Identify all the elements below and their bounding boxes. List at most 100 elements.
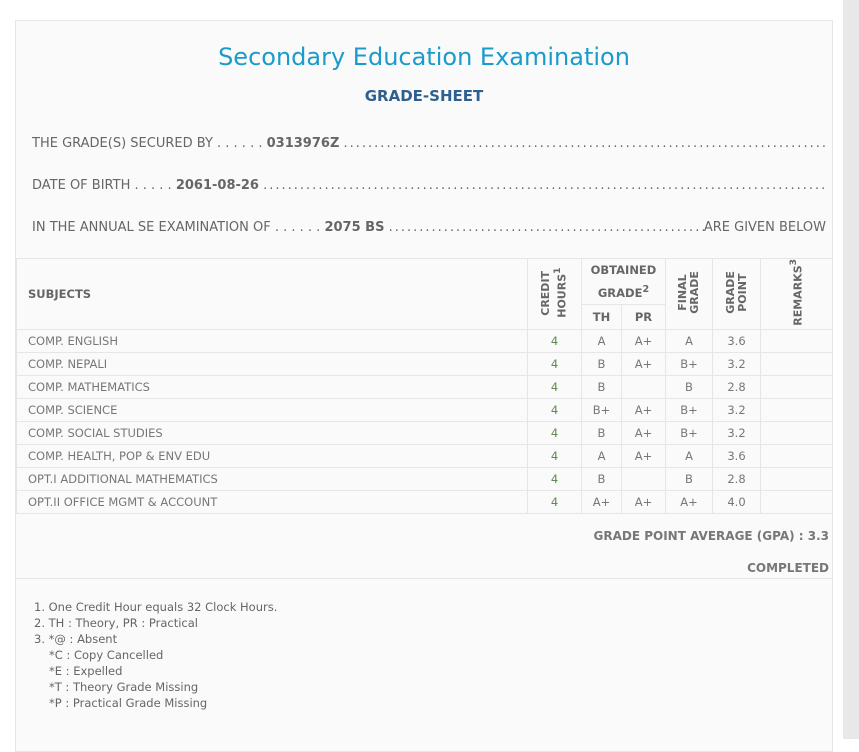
dob-line: DATE OF BIRTH . . . . . 2061-08-26 .....… bbox=[32, 178, 826, 193]
footnotes: 1. One Credit Hour equals 32 Clock Hours… bbox=[34, 599, 277, 711]
pr-cell: A+ bbox=[621, 420, 666, 445]
page-title: Secondary Education Examination bbox=[218, 43, 630, 71]
status: COMPLETED bbox=[747, 561, 829, 575]
table-row: COMP. SCIENCE 4 B+ A+ B+ 3.2 bbox=[16, 397, 833, 422]
dot-leader: ........................................… bbox=[343, 136, 826, 151]
dot-leader: ........................................… bbox=[263, 178, 826, 193]
footnote: 2. TH : Theory, PR : Practical bbox=[34, 616, 198, 630]
credit-cell: 4 bbox=[527, 489, 582, 514]
exam-label: IN THE ANNUAL SE EXAMINATION OF . . . . … bbox=[32, 220, 321, 235]
exam-line: IN THE ANNUAL SE EXAMINATION OF . . . . … bbox=[32, 220, 826, 235]
divider bbox=[16, 578, 832, 579]
exam-year: 2075 BS bbox=[324, 220, 385, 235]
pr-cell bbox=[621, 374, 666, 399]
pr-cell: A+ bbox=[621, 328, 666, 353]
remarks-header: REMARKS3 bbox=[760, 258, 833, 330]
credit-hours-header: CREDIT HOURS1 bbox=[527, 258, 582, 330]
subject-cell: OPT.II OFFICE MGMT & ACCOUNT bbox=[16, 489, 528, 514]
remarks-cell bbox=[760, 420, 833, 445]
remarks-cell bbox=[760, 328, 833, 353]
pr-cell: A+ bbox=[621, 443, 666, 468]
footnote: 1. One Credit Hour equals 32 Clock Hours… bbox=[34, 600, 278, 614]
grade-sheet: Secondary Education Examination GRADE-SH… bbox=[15, 20, 833, 752]
dob-label: DATE OF BIRTH . . . . . bbox=[32, 178, 172, 193]
secured-label: THE GRADE(S) SECURED BY . . . . . . bbox=[32, 136, 263, 151]
footnote: 3. *@ : Absent bbox=[34, 632, 118, 646]
th-cell: A bbox=[581, 443, 622, 468]
remarks-cell bbox=[760, 374, 833, 399]
table-row: COMP. NEPALI 4 B A+ B+ 3.2 bbox=[16, 351, 833, 376]
table-row: COMP. MATHEMATICS 4 B B 2.8 bbox=[16, 374, 833, 399]
footnote: *C : Copy Cancelled bbox=[49, 648, 164, 662]
point-cell: 2.8 bbox=[712, 374, 761, 399]
table-row: COMP. SOCIAL STUDIES 4 B A+ B+ 3.2 bbox=[16, 420, 833, 445]
remarks-cell bbox=[760, 351, 833, 376]
footnote: *T : Theory Grade Missing bbox=[49, 680, 199, 694]
subject-cell: COMP. SOCIAL STUDIES bbox=[16, 420, 528, 445]
pr-cell bbox=[621, 466, 666, 491]
table-row: OPT.I ADDITIONAL MATHEMATICS 4 B B 2.8 bbox=[16, 466, 833, 491]
dot-leader: ........................................… bbox=[388, 220, 704, 235]
th-cell: B bbox=[581, 466, 622, 491]
subjects-header: SUBJECTS bbox=[16, 258, 528, 330]
final-cell: A bbox=[665, 328, 713, 353]
credit-cell: 4 bbox=[527, 466, 582, 491]
remarks-cell bbox=[760, 397, 833, 422]
gpa: GRADE POINT AVERAGE (GPA) : 3.3 bbox=[593, 529, 830, 543]
subject-cell: COMP. NEPALI bbox=[16, 351, 528, 376]
th-header: TH bbox=[581, 304, 622, 330]
grade-point-header: GRADE POINT bbox=[712, 258, 761, 330]
th-cell: B bbox=[581, 374, 622, 399]
final-cell: B bbox=[665, 374, 713, 399]
footnote: *E : Expelled bbox=[49, 664, 123, 678]
remarks-cell bbox=[760, 489, 833, 514]
page-subtitle: GRADE-SHEET bbox=[364, 87, 484, 105]
th-cell: B+ bbox=[581, 397, 622, 422]
subject-cell: COMP. MATHEMATICS bbox=[16, 374, 528, 399]
th-cell: A bbox=[581, 328, 622, 353]
table-row: COMP. ENGLISH 4 A A+ A 3.6 bbox=[16, 328, 833, 353]
remarks-cell bbox=[760, 443, 833, 468]
final-cell: B bbox=[665, 466, 713, 491]
point-cell: 3.6 bbox=[712, 443, 761, 468]
subject-cell: OPT.I ADDITIONAL MATHEMATICS bbox=[16, 466, 528, 491]
final-cell: B+ bbox=[665, 420, 713, 445]
obtained-grade-header: OBTAINED GRADE2 bbox=[581, 257, 666, 306]
footnote: *P : Practical Grade Missing bbox=[49, 696, 208, 710]
final-grade-header: FINAL GRADE bbox=[665, 258, 713, 330]
dob-value: 2061-08-26 bbox=[175, 178, 259, 193]
symbol-number: 0313976Z bbox=[266, 136, 340, 151]
table-row: OPT.II OFFICE MGMT & ACCOUNT 4 A+ A+ A+ 4.0 bbox=[16, 489, 833, 514]
point-cell: 3.2 bbox=[712, 351, 761, 376]
final-cell: B+ bbox=[665, 397, 713, 422]
point-cell: 2.8 bbox=[712, 466, 761, 491]
pr-cell: A+ bbox=[621, 351, 666, 376]
point-cell: 3.6 bbox=[712, 328, 761, 353]
credit-cell: 4 bbox=[527, 328, 582, 353]
credit-cell: 4 bbox=[527, 351, 582, 376]
pr-cell: A+ bbox=[621, 489, 666, 514]
th-cell: B bbox=[581, 420, 622, 445]
credit-cell: 4 bbox=[527, 443, 582, 468]
exam-suffix: ARE GIVEN BELOW bbox=[703, 220, 826, 235]
final-cell: A+ bbox=[665, 489, 713, 514]
point-cell: 3.2 bbox=[712, 420, 761, 445]
subject-cell: COMP. ENGLISH bbox=[16, 328, 528, 353]
final-cell: B+ bbox=[665, 351, 713, 376]
point-cell: 4.0 bbox=[712, 489, 761, 514]
subject-cell: COMP. HEALTH, POP & ENV EDU bbox=[16, 443, 528, 468]
remarks-cell bbox=[760, 466, 833, 491]
subject-cell: COMP. SCIENCE bbox=[16, 397, 528, 422]
th-cell: A+ bbox=[581, 489, 622, 514]
point-cell: 3.2 bbox=[712, 397, 761, 422]
secured-by-line: THE GRADE(S) SECURED BY . . . . . . 0313… bbox=[32, 136, 826, 151]
scrollbar[interactable] bbox=[843, 0, 859, 739]
final-cell: A bbox=[665, 443, 713, 468]
th-cell: B bbox=[581, 351, 622, 376]
pr-header: PR bbox=[621, 304, 666, 330]
credit-cell: 4 bbox=[527, 397, 582, 422]
pr-cell: A+ bbox=[621, 397, 666, 422]
grades-table: SUBJECTS CREDIT HOURS1 OBTAINED GRADE2 F… bbox=[16, 257, 833, 514]
credit-cell: 4 bbox=[527, 374, 582, 399]
table-row: COMP. HEALTH, POP & ENV EDU 4 A A+ A 3.6 bbox=[16, 443, 833, 468]
